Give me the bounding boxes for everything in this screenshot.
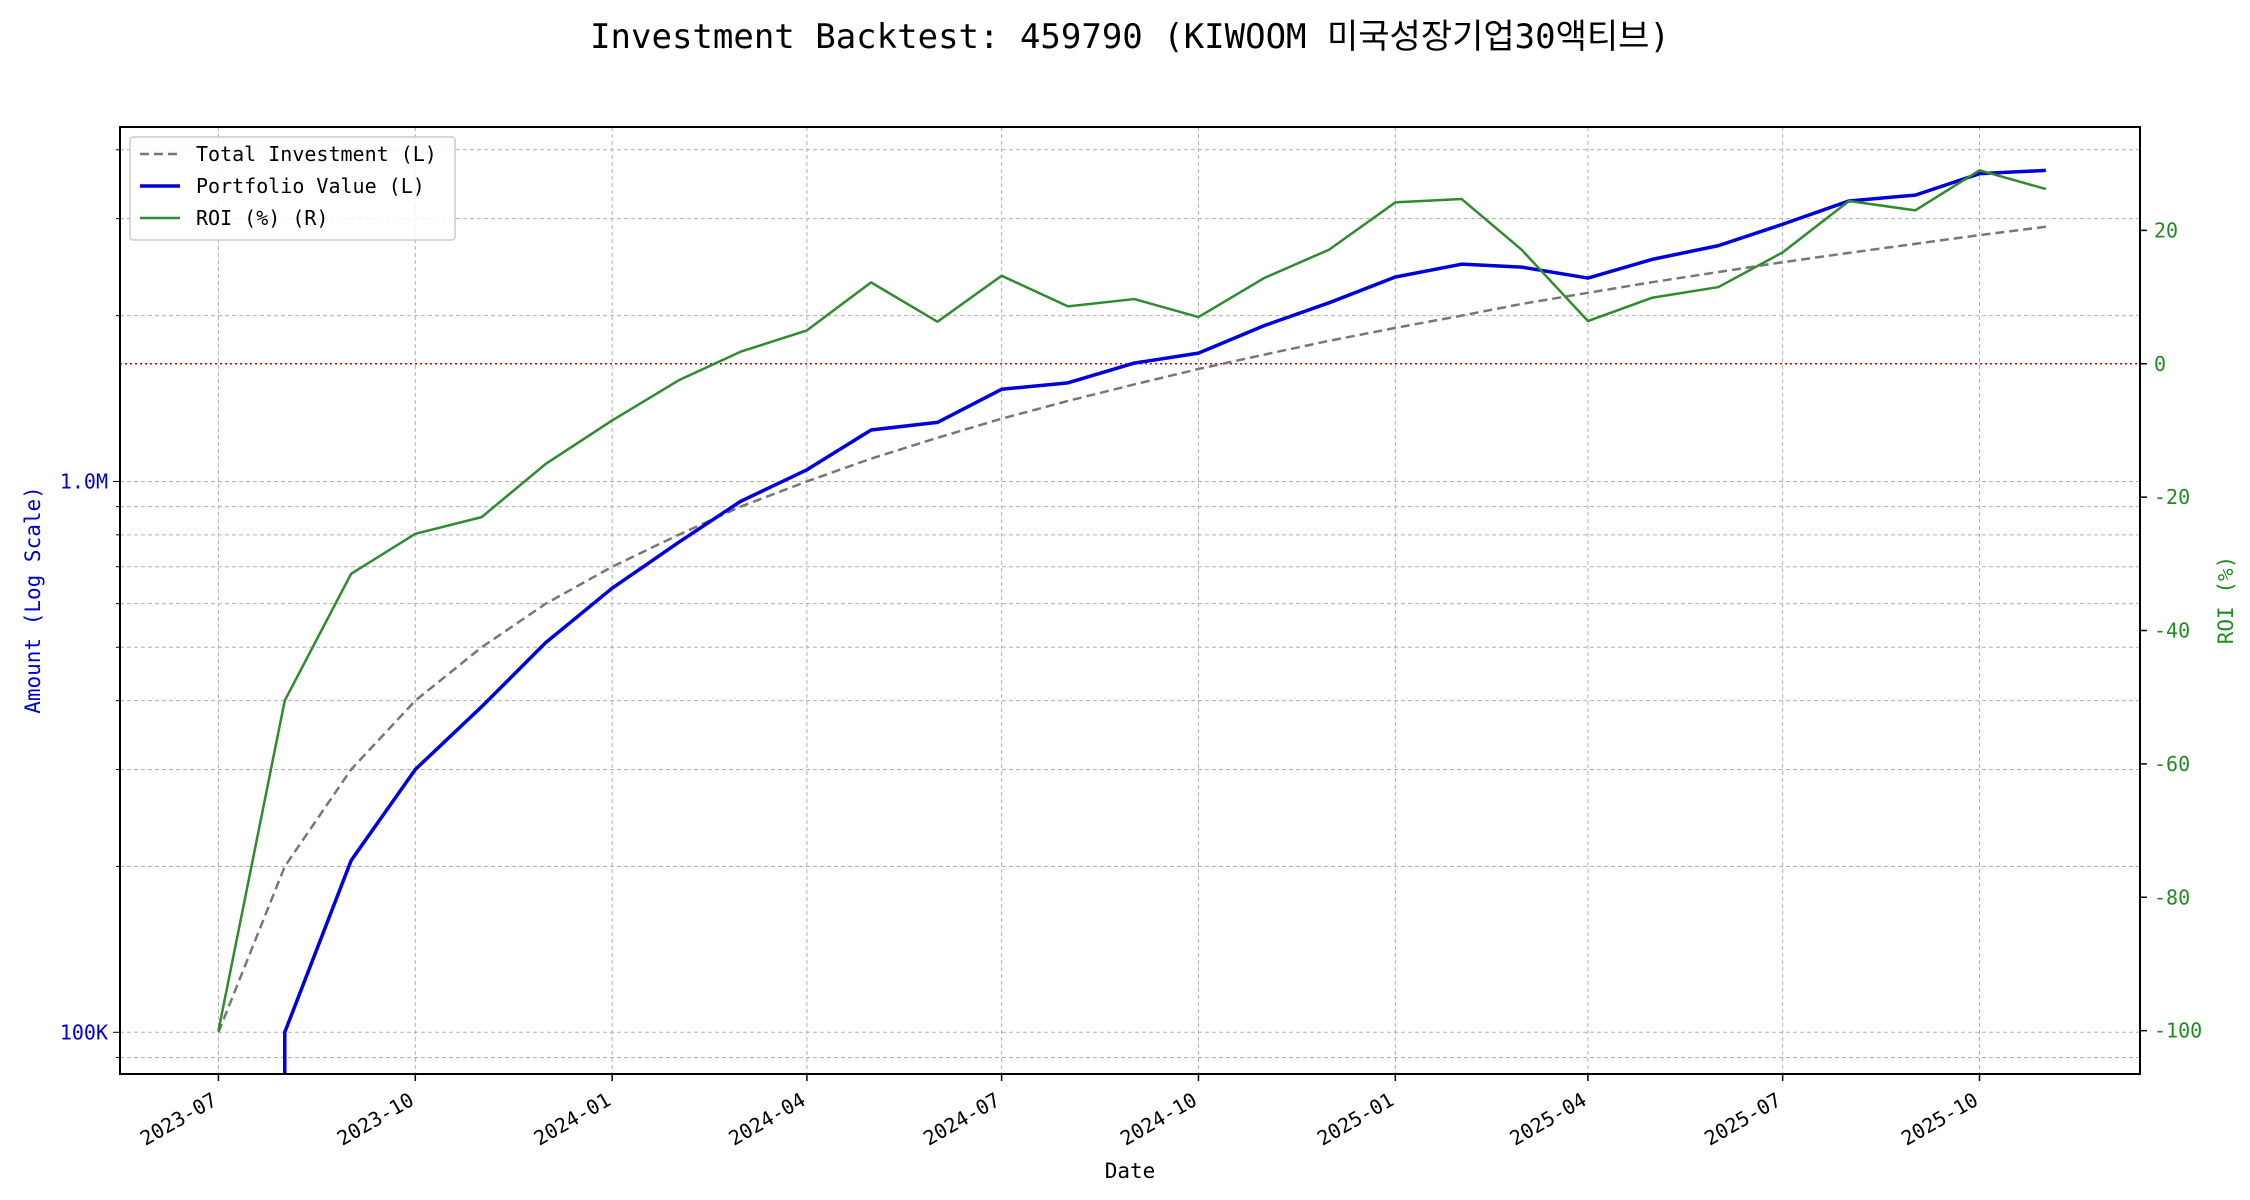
y-right-tick-label: 0 <box>2154 352 2166 376</box>
y-right-tick-label: 20 <box>2154 218 2178 242</box>
y-left-axis-label: Amount (Log Scale) <box>21 486 45 714</box>
y-right-axis-label: ROI (%) <box>2214 556 2238 645</box>
y-right-tick-label: -80 <box>2154 885 2190 909</box>
grid <box>120 127 2140 1074</box>
x-tick-label: 2025-10 <box>1897 1088 1982 1151</box>
y-right-axis-ticks: -100 -80 -60 -40 -20 0 20 <box>2140 218 2202 1043</box>
legend-box <box>129 136 456 241</box>
series-line-2 <box>217 169 2047 1031</box>
legend-label: Portfolio Value (L) <box>196 174 425 198</box>
x-tick-label: 2024-01 <box>530 1088 615 1151</box>
series-line-0 <box>217 225 2047 1033</box>
series-layer <box>217 168 2047 1074</box>
x-tick-label: 2024-07 <box>919 1088 1004 1151</box>
legend: Total Investment (L) Portfolio Value (L) R… <box>129 136 456 241</box>
x-tick-label: 2023-07 <box>136 1088 221 1151</box>
y-right-tick-label: -60 <box>2154 752 2190 776</box>
x-tick-label: 2023-10 <box>333 1088 418 1151</box>
y-right-tick-label: -100 <box>2154 1019 2202 1043</box>
x-tick-label: 2024-04 <box>724 1088 809 1151</box>
y-left-axis-ticks: 100K 1.0M <box>60 149 120 1058</box>
x-tick-label: 2024-10 <box>1116 1088 1201 1151</box>
x-axis-label: Date <box>1105 1159 1156 1183</box>
x-tick-label: 2025-04 <box>1505 1088 1590 1151</box>
legend-label: Total Investment (L) <box>196 142 437 166</box>
x-tick-label: 2025-01 <box>1313 1088 1398 1151</box>
y-left-tick-label: 100K <box>60 1020 108 1044</box>
x-axis-ticks: 2023-07 2023-10 2024-01 2024-04 2024-07 2024-… <box>136 1074 1982 1150</box>
chart-title: Investment Backtest: 459790 (KIWOOM 미국성장… <box>590 17 1670 57</box>
y-right-tick-label: -40 <box>2154 619 2190 643</box>
x-tick-label: 2025-07 <box>1700 1088 1785 1151</box>
legend-label: ROI (%) (R) <box>196 206 328 230</box>
y-right-tick-label: -20 <box>2154 485 2190 509</box>
plot-frame <box>119 126 2141 1075</box>
y-left-tick-label: 1.0M <box>60 469 108 493</box>
series-line-1 <box>283 168 2046 1074</box>
